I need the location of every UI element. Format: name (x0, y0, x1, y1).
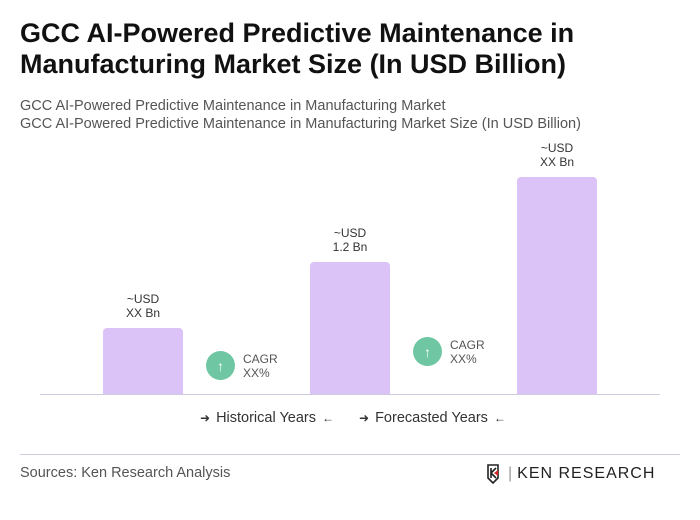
subtitle-2: GCC AI-Powered Predictive Maintenance in… (20, 116, 581, 132)
subtitle: GCC AI-Powered Predictive Maintenance in… (20, 98, 446, 114)
bar-3 (517, 177, 597, 394)
logo-icon (487, 464, 499, 484)
bar-label-1: ~USD XX Bn (83, 292, 203, 320)
arrow-left-icon: ← (322, 411, 334, 425)
bar-label-line: ~USD (333, 226, 367, 240)
bar-2 (310, 262, 390, 394)
source-text: Sources: Ken Research Analysis (20, 465, 231, 481)
bar-label-line: XX Bn (125, 306, 161, 320)
legend-historical: ➜ Historical Years ← (194, 410, 340, 426)
logo-text: KEN RESEARCH (517, 465, 656, 482)
cagr-badge-1: ↑ CAGR XX% (206, 351, 278, 380)
bar-label-line: ~USD (126, 292, 160, 306)
cagr-value: XX% (450, 351, 477, 366)
arrow-right-icon: ➜ (200, 411, 211, 425)
bar-label-2: ~USD 1.2 Bn (290, 226, 410, 254)
bar-label-line: 1.2 Bn (332, 240, 368, 254)
bar-1 (103, 328, 183, 394)
cagr-badge-2: ↑ CAGR XX% (413, 337, 485, 366)
arrow-up-icon: ↑ (413, 337, 442, 366)
bar-label-3: ~USD XX Bn (497, 141, 617, 169)
arrow-up-icon: ↑ (206, 351, 235, 380)
cagr-label: CAGR (450, 337, 485, 352)
ken-research-logo: | KEN RESEARCH (486, 464, 655, 484)
legend-historical-label: Historical Years (216, 410, 316, 426)
bar-label-line: ~USD (540, 141, 574, 156)
cagr-value: XX% (243, 365, 270, 380)
x-axis (40, 394, 660, 395)
chart-title: GCC AI-Powered Predictive Maintenance in… (20, 18, 575, 79)
arrow-left-icon: ← (493, 411, 506, 425)
cagr-label: CAGR (243, 351, 278, 366)
legend-forecasted-label: Forecasted Years (375, 410, 488, 426)
legend-forecasted: ➜ Forecasted Years ← (353, 410, 512, 426)
arrow-right-icon: ➜ (359, 411, 370, 425)
bar-label-line: XX Bn (539, 155, 575, 170)
divider (20, 454, 680, 455)
